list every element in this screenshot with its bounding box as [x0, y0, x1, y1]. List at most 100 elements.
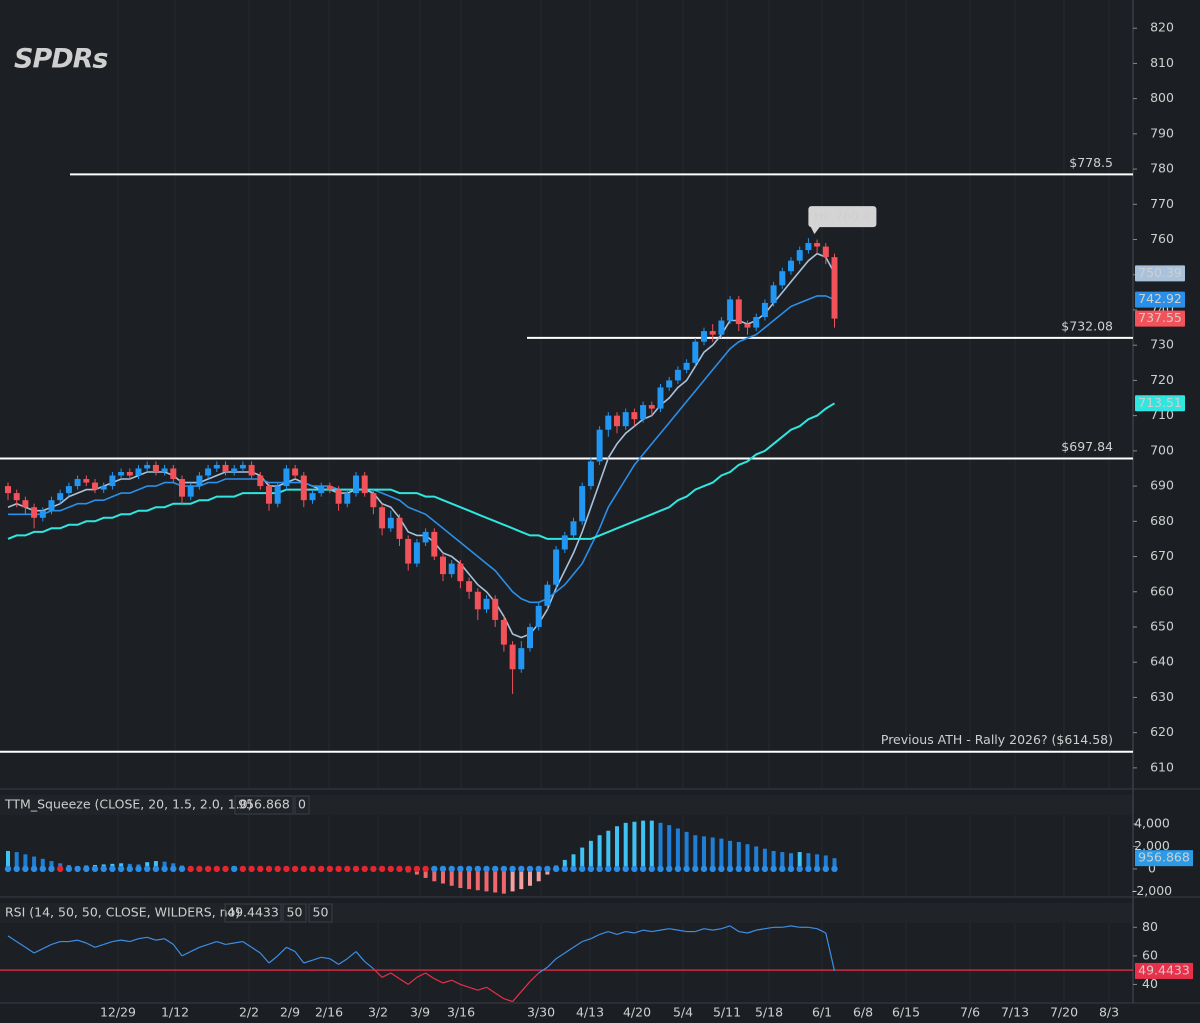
ttm-panel: [0, 815, 1133, 897]
squeeze-dot: [683, 865, 690, 873]
histogram-bar: [693, 835, 698, 869]
histogram-bar: [162, 861, 167, 869]
y-tick-label: 620: [1150, 724, 1174, 739]
candle-body: [500, 619, 507, 645]
candle-body: [22, 500, 29, 508]
histogram-bar: [823, 855, 828, 869]
rsi-line-segment: [677, 929, 687, 933]
y-tick-label: 60: [1142, 947, 1158, 962]
squeeze-dot: [422, 865, 429, 873]
rsi-panel: [0, 923, 1133, 1003]
ma-badge: 713.51: [1138, 395, 1182, 410]
rsi-line-segment: [512, 991, 522, 1002]
histogram-bar: [658, 822, 663, 869]
candle-body: [309, 493, 316, 501]
readout-box: [224, 903, 282, 923]
histogram-bar: [667, 825, 672, 869]
squeeze-dot: [787, 865, 795, 873]
candle-body: [292, 468, 299, 476]
histogram-bar: [832, 858, 837, 869]
rsi-line-segment: [277, 946, 287, 957]
candle-body: [831, 257, 838, 319]
rsi-line-segment: [303, 959, 313, 964]
candle-body: [205, 468, 212, 476]
candle-body: [13, 493, 20, 501]
indicator-readout: 49.4433: [227, 905, 279, 920]
rsi-line-segment: [546, 958, 557, 968]
candle-body: [266, 486, 272, 504]
x-tick-label: 7/6: [960, 1005, 980, 1020]
x-tick-label: 6/15: [892, 1005, 920, 1020]
x-tick-label: 12/29: [100, 1005, 136, 1020]
ma-badge: 742.92: [1138, 291, 1182, 306]
rsi-line-segment: [721, 925, 731, 930]
candle-body: [466, 581, 473, 592]
squeeze-dot: [761, 865, 769, 873]
rsi-line-segment: [434, 978, 444, 984]
rsi-line-segment: [555, 952, 566, 960]
squeeze-dot: [57, 865, 64, 873]
histogram-bar: [14, 852, 19, 869]
histogram-bar: [728, 840, 733, 869]
candle-body: [553, 549, 560, 585]
rsi-line-segment: [660, 928, 670, 931]
candle-body: [144, 464, 151, 469]
squeeze-dot: [439, 865, 447, 873]
histogram-bar: [536, 868, 541, 882]
rsi-line-segment: [103, 941, 113, 945]
squeeze-dot: [344, 865, 351, 873]
x-tick-label: 7/20: [1050, 1005, 1078, 1020]
histogram-bar: [40, 858, 45, 869]
x-tick-label: 6/8: [853, 1005, 873, 1020]
indicator-badge: 49.4433: [1138, 962, 1190, 977]
squeeze-dot: [605, 865, 612, 873]
ttm-header: [0, 795, 1133, 815]
squeeze-dot: [4, 865, 12, 873]
rsi-line-segment: [425, 972, 435, 980]
candle-body: [257, 475, 264, 487]
candle-body: [744, 324, 751, 328]
squeeze-dot: [274, 865, 281, 873]
candle-body: [135, 468, 142, 476]
squeeze-dot: [805, 865, 812, 873]
candle-body: [222, 464, 229, 472]
rsi-line-segment: [338, 958, 348, 965]
squeeze-dot: [483, 865, 490, 873]
squeeze-dot: [213, 865, 220, 873]
candle-body: [344, 493, 351, 504]
x-tick-label: 2/2: [239, 1005, 259, 1020]
readout-box: [294, 795, 310, 815]
ma-badge-bg: [1135, 265, 1185, 282]
x-tick-label: 3/16: [447, 1005, 475, 1020]
histogram-bar: [771, 850, 776, 869]
candle-body: [587, 461, 594, 487]
candle-body: [822, 246, 829, 258]
histogram-bar: [501, 868, 506, 894]
candle-body: [674, 369, 681, 381]
candle-body: [109, 475, 116, 487]
squeeze-dot: [413, 865, 421, 873]
candle-body: [213, 464, 220, 469]
histogram-bar: [441, 868, 445, 884]
histogram-bar: [815, 854, 820, 869]
high-marker-label: Hi: 760.4: [814, 209, 871, 224]
rsi-line-segment: [372, 968, 383, 978]
squeeze-dot: [457, 865, 464, 873]
rsi-line-segment: [625, 930, 635, 934]
squeeze-dot: [700, 865, 708, 873]
squeeze-dot: [396, 865, 403, 873]
candle-body: [387, 517, 394, 529]
histogram-bar: [528, 868, 532, 886]
squeeze-dot: [813, 865, 821, 873]
x-tick-label: 5/11: [713, 1005, 741, 1020]
squeeze-dot: [30, 865, 38, 873]
y-tick-label: 630: [1150, 689, 1174, 704]
rsi-line-segment: [381, 972, 392, 978]
rsi-line-segment: [251, 946, 261, 954]
candle-body: [788, 260, 794, 272]
histogram-bar: [789, 853, 793, 869]
squeeze-dot: [535, 865, 542, 873]
squeeze-dot: [117, 865, 125, 873]
price-badge: 737.55: [1138, 310, 1182, 325]
